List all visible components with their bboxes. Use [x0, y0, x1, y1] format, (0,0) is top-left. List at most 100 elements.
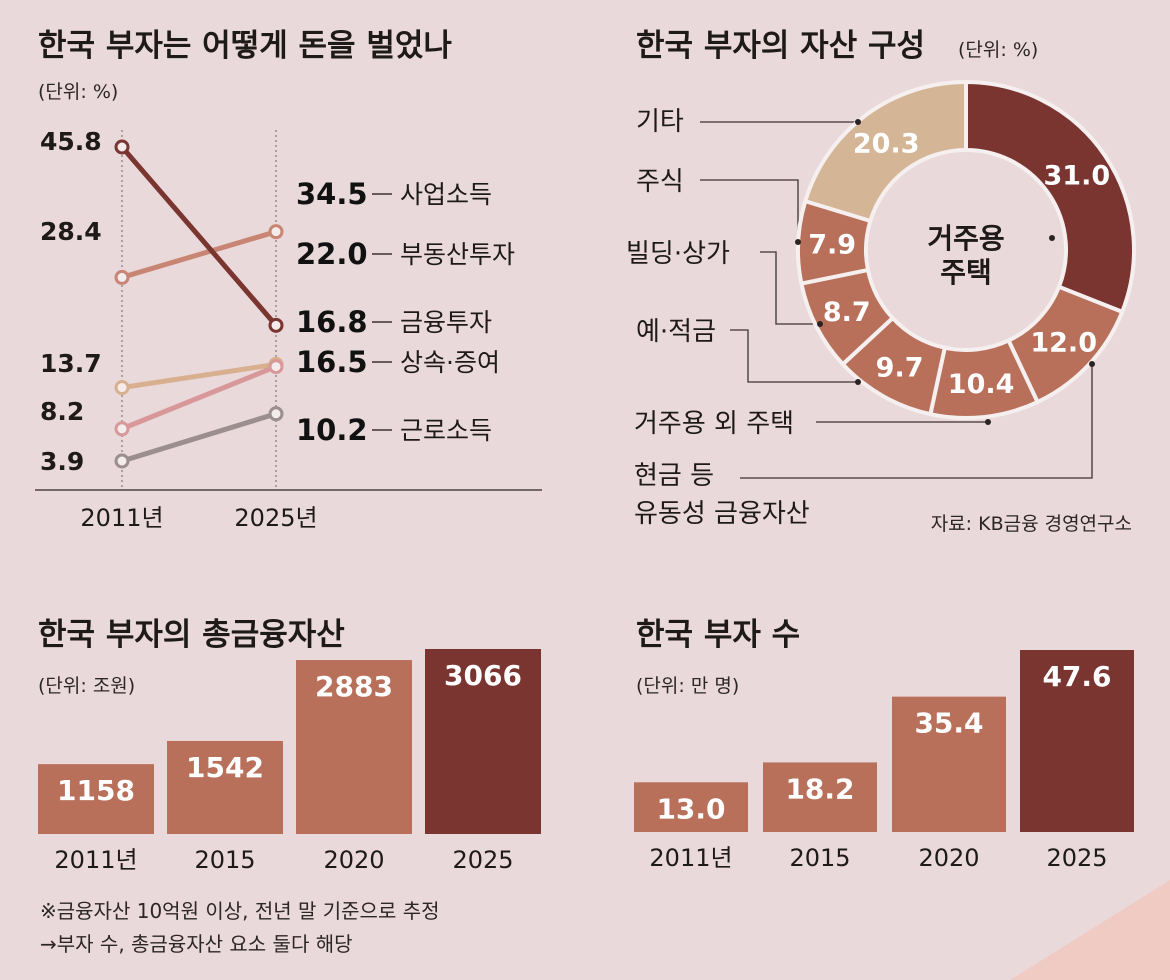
callout-lines [700, 121, 1093, 479]
bar-2020 [296, 660, 412, 834]
series-line-금융투자 [119, 361, 279, 391]
bar-category-label-2015: 2015 [789, 844, 850, 872]
rich-count-chart-unit: (단위: 만 명) [636, 675, 739, 697]
bar-2011년 [634, 782, 748, 832]
series-name-금융투자: 금융투자 [400, 308, 492, 337]
series-point-start-부동산투자 [114, 139, 130, 155]
start-value-label-상속-증여: 8.2 [40, 397, 84, 426]
callout-dots [795, 119, 1095, 425]
series-point-end-상속-증여 [268, 359, 284, 375]
callout-label-cash-line1: 현금 등 [634, 461, 714, 491]
slice-value-현금-등-유동성-금융자산: 12.0 [1030, 328, 1097, 359]
bar-category-label-2020: 2020 [918, 844, 979, 872]
bar-value-label-2015: 1542 [186, 751, 264, 784]
end-value-label-금융투자: 16.8 [296, 305, 368, 339]
donut-slice-기타 [803, 80, 968, 223]
bar-value-label-2025: 47.6 [1042, 660, 1111, 693]
start-value-label-근로소득: 3.9 [40, 447, 84, 476]
series-line-부동산투자 [119, 144, 279, 328]
asset-composition-chart: 한국 부자의 자산 구성 (단위: %) 31.0 12.0 10.4 9.78.7 7… [626, 28, 1136, 535]
bar-category-label-2025: 2025 [452, 846, 513, 874]
donut-slices: 31.0 12.0 10.4 9.78.7 7.9 20.3 [796, 80, 1136, 420]
end-value-label-근로소득: 10.2 [296, 413, 368, 447]
bar-2015 [763, 762, 877, 832]
series-name-부동산투자: 부동산투자 [400, 240, 515, 269]
series-line-근로소득 [119, 411, 279, 464]
callout-dot-cash [1089, 361, 1095, 367]
composition-chart-unit: (단위: %) [958, 39, 1038, 61]
series-point-end-사업소득 [268, 224, 284, 240]
slice-value-예-적금: 9.7 [876, 352, 924, 383]
donut-slice-거주용-주택 [964, 80, 1136, 314]
end-value-label-상속-증여: 16.5 [296, 345, 368, 379]
callout-line-deposit [730, 329, 858, 383]
income-chart-title: 한국 부자는 어떻게 돈을 벌었나 [38, 28, 452, 64]
donut-center-label-line2: 주택 [940, 256, 992, 289]
composition-chart-title: 한국 부자의 자산 구성 [636, 28, 925, 64]
callout-line-building [760, 251, 820, 325]
line-series-group: 28.4 34.5 사업소득 45.8 22.0 부동산투자 13.7 16.8 금융투자 8.2… [40, 127, 515, 476]
rich-count-bars: 13.0 2011년 18.2 2015 35.4 2020 47.6 2025 [634, 650, 1134, 872]
source-credit: 자료: KB금융 경영연구소 [931, 513, 1132, 535]
slice-value-거주용-주택: 31.0 [1044, 161, 1111, 192]
income-source-chart: 한국 부자는 어떻게 돈을 벌었나 (단위: %) 2011년 2025년 28… [35, 28, 542, 532]
assets-bars: 1158 2011년 1542 2015 2883 2020 3066 2025 [38, 649, 541, 874]
callout-dot-other-housing [985, 419, 991, 425]
bar-category-label-2020: 2020 [323, 846, 384, 874]
callout-dot-deposit [855, 379, 861, 385]
callout-label-etc: 기타 [636, 107, 684, 137]
series-line-사업소득 [119, 229, 279, 280]
series-name-근로소득: 근로소득 [400, 416, 492, 445]
series-point-start-금융투자 [114, 380, 130, 396]
total-financial-assets-chart: 한국 부자의 총금융자산 (단위: 조원) 1158 2011년 1542 2015 2… [38, 617, 541, 874]
x-tick-2011: 2011년 [80, 504, 163, 532]
rich-count-chart-title: 한국 부자 수 [636, 617, 800, 653]
series-name-상속-증여: 상속·증여 [400, 348, 500, 377]
number-of-rich-chart: 한국 부자 수 (단위: 만 명) 13.0 2011년 18.2 2015 35.4 2… [634, 617, 1134, 872]
callout-line-cash [740, 364, 1093, 479]
series-name-사업소득: 사업소득 [400, 180, 492, 209]
bar-category-label-2011년: 2011년 [649, 844, 732, 872]
bar-value-label-2020: 35.4 [914, 707, 983, 740]
bar-2015 [167, 740, 283, 834]
income-chart-unit: (단위: %) [38, 81, 118, 103]
footnote-line1: ※금융자산 10억원 이상, 전년 말 기준으로 추정 [40, 899, 440, 923]
callout-line-stocks [700, 179, 799, 242]
footnote-line2: →부자 수, 총금융자산 요소 둘다 해당 [40, 932, 353, 956]
bar-2020 [892, 696, 1006, 832]
series-point-end-부동산투자 [268, 317, 284, 333]
bar-category-label-2025: 2025 [1046, 844, 1107, 872]
x-tick-2025: 2025년 [234, 504, 317, 532]
bar-value-label-2015: 18.2 [785, 772, 854, 805]
bar-category-label-2011년: 2011년 [54, 846, 137, 874]
callout-dot-building [817, 321, 823, 327]
bar-category-label-2015: 2015 [194, 846, 255, 874]
callout-label-stocks: 주식 [636, 167, 684, 197]
start-value-label-금융투자: 13.7 [40, 349, 102, 378]
bar-value-label-2011년: 1158 [57, 774, 135, 807]
donut-center-label-line1: 거주용 [927, 222, 1004, 255]
start-value-label-사업소득: 28.4 [40, 217, 102, 246]
slice-value-주식: 7.9 [808, 230, 856, 261]
callout-label-other-housing: 거주용 외 주택 [634, 409, 794, 439]
bar-value-label-2011년: 13.0 [656, 792, 725, 825]
end-value-label-사업소득: 34.5 [296, 177, 368, 211]
slice-value-빌딩-상가: 8.7 [823, 297, 871, 328]
slice-value-거주용-외-주택: 10.4 [948, 369, 1015, 400]
assets-chart-unit: (단위: 조원) [38, 675, 135, 697]
callout-label-building: 빌딩·상가 [626, 239, 730, 269]
bar-2025 [425, 649, 541, 834]
series-line-상속-증여 [119, 364, 279, 432]
end-value-label-부동산투자: 22.0 [296, 237, 368, 271]
series-point-end-근로소득 [268, 406, 284, 422]
corner-decoration [1010, 880, 1170, 980]
series-point-start-사업소득 [114, 269, 130, 285]
callout-dot-etc [855, 119, 861, 125]
bar-value-label-2025: 3066 [444, 659, 522, 692]
callout-dot-home [1049, 235, 1055, 241]
bar-value-label-2020: 2883 [315, 670, 393, 703]
start-value-label-부동산투자: 45.8 [40, 127, 102, 156]
callout-label-deposit: 예·적금 [636, 317, 716, 347]
assets-chart-title: 한국 부자의 총금융자산 [38, 617, 345, 653]
